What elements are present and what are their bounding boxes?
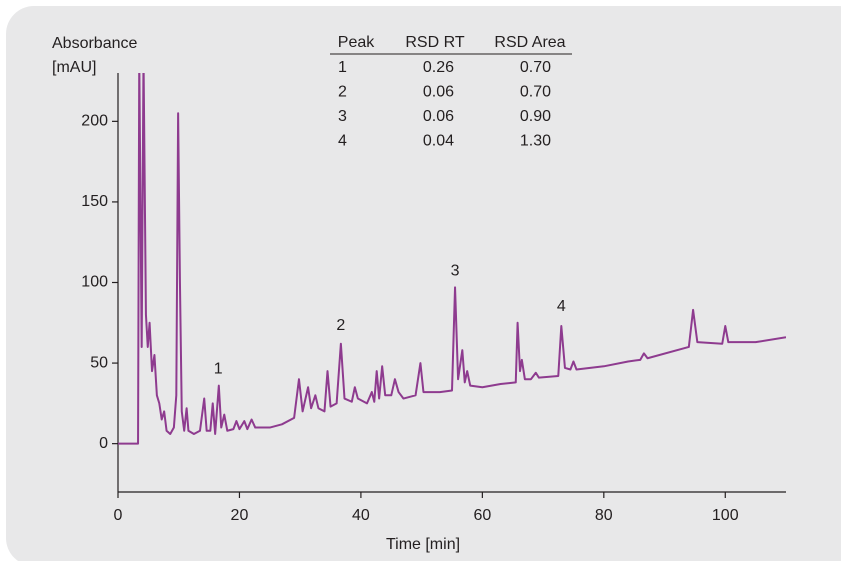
table-cell: 0.04 — [423, 133, 454, 150]
peak-label: 2 — [336, 317, 345, 334]
y-tick-label: 200 — [81, 113, 108, 130]
trace — [118, 73, 786, 445]
table-header: Peak — [338, 34, 375, 51]
x-tick-label: 40 — [352, 507, 370, 524]
x-axis-label: Time [min] — [386, 536, 460, 553]
peak-label: 3 — [451, 262, 460, 279]
y-tick-label: 0 — [99, 435, 108, 452]
table-cell: 3 — [338, 108, 347, 125]
x-tick-label: 60 — [473, 507, 491, 524]
table-cell: 0.26 — [423, 59, 454, 76]
table-header: RSD Area — [494, 34, 565, 51]
table-cell: 0.70 — [520, 59, 551, 76]
table-cell: 4 — [338, 133, 347, 150]
y-tick-label: 50 — [90, 354, 108, 371]
table-cell: 0.90 — [520, 108, 551, 125]
peak-label: 1 — [214, 361, 223, 378]
table-cell: 0.70 — [520, 84, 551, 101]
table-cell: 2 — [338, 84, 347, 101]
y-axis-label: Absorbance — [52, 35, 137, 52]
x-tick-label: 100 — [712, 507, 739, 524]
table-cell: 1 — [338, 59, 347, 76]
table-cell: 1.30 — [520, 133, 551, 150]
x-tick-label: 20 — [231, 507, 249, 524]
x-tick-label: 80 — [595, 507, 613, 524]
peak-label: 4 — [557, 298, 566, 315]
y-tick-label: 100 — [81, 274, 108, 291]
table-cell: 0.06 — [423, 108, 454, 125]
y-tick-label: 150 — [81, 193, 108, 210]
x-tick-label: 0 — [114, 507, 123, 524]
y-axis-label: [mAU] — [52, 59, 96, 76]
table-header: RSD RT — [405, 34, 464, 51]
table-cell: 0.06 — [423, 84, 454, 101]
